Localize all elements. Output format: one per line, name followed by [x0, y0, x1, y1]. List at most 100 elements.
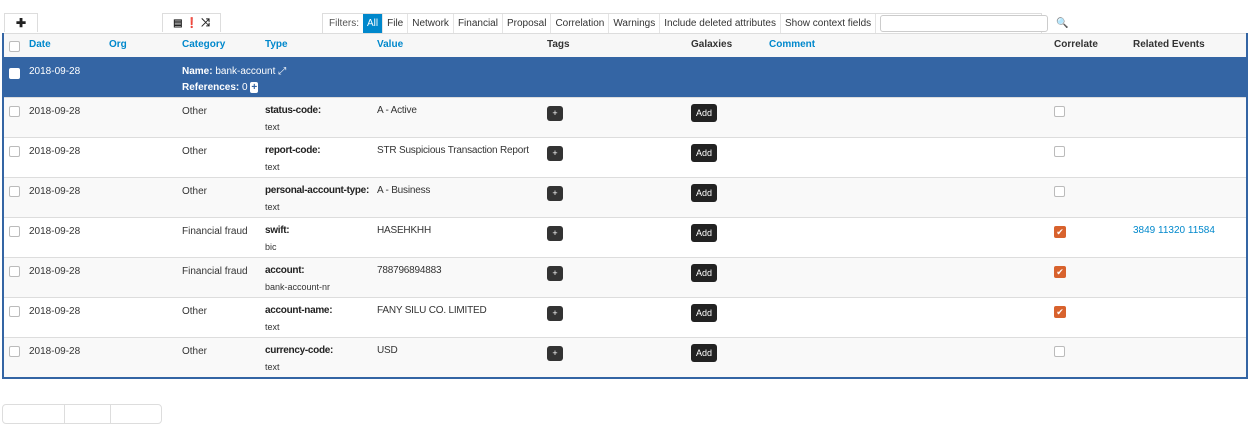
- add-tag-button[interactable]: +: [547, 306, 563, 321]
- col-comment[interactable]: Comment: [769, 39, 816, 50]
- add-galaxy-button[interactable]: Add: [691, 184, 717, 202]
- row-checkbox[interactable]: [9, 346, 20, 357]
- correlate-checkbox[interactable]: [1054, 106, 1065, 117]
- subtype: text: [265, 202, 280, 212]
- value: A - Active: [377, 105, 417, 116]
- type: swift:: [265, 225, 290, 236]
- add-tag-button[interactable]: +: [547, 186, 563, 201]
- list-icon[interactable]: ▤: [173, 17, 183, 29]
- col-correlate: Correlate: [1054, 39, 1098, 50]
- subtype: text: [265, 362, 280, 372]
- add-galaxy-button[interactable]: Add: [691, 304, 717, 322]
- col-date[interactable]: Date: [29, 39, 51, 50]
- category: Other: [182, 146, 208, 157]
- pagination-prev[interactable]: [3, 405, 65, 423]
- filter-proposal[interactable]: Proposal: [503, 14, 552, 33]
- filter-include-deleted-attributes[interactable]: Include deleted attributes: [660, 14, 781, 33]
- filter-all[interactable]: All: [363, 14, 384, 33]
- search-icon[interactable]: 🔍: [1056, 18, 1069, 29]
- date: 2018-09-28: [29, 346, 81, 357]
- filters-label: Filters:: [329, 18, 359, 29]
- filter-bar: Filters: All File Network Financial Proposal…: [322, 13, 1069, 33]
- filter-warnings[interactable]: Warnings: [609, 14, 661, 33]
- pagination: [2, 404, 162, 424]
- add-tag-button[interactable]: +: [547, 226, 563, 241]
- value: USD: [377, 345, 398, 356]
- row-checkbox[interactable]: [9, 266, 20, 277]
- subtype: bank-account-nr: [265, 282, 331, 292]
- correlate-checkbox-checked[interactable]: ✔: [1054, 266, 1066, 278]
- object-checkbox[interactable]: [9, 68, 20, 79]
- col-value[interactable]: Value: [377, 39, 404, 50]
- exclamation-circle-icon[interactable]: ❗: [185, 17, 199, 29]
- add-tag-button[interactable]: +: [547, 346, 563, 361]
- filter-financial[interactable]: Financial: [454, 14, 503, 33]
- date: 2018-09-28: [29, 146, 81, 157]
- correlate-checkbox[interactable]: [1054, 346, 1065, 357]
- value: 788796894883: [377, 265, 442, 276]
- category: Financial fraud: [182, 266, 248, 277]
- col-related-events: Related Events: [1133, 39, 1205, 50]
- add-galaxy-button[interactable]: Add: [691, 264, 717, 282]
- add-reference-icon[interactable]: +: [250, 82, 259, 93]
- related-events-link[interactable]: 3849 11320 11584: [1133, 225, 1215, 236]
- add-galaxy-button[interactable]: Add: [691, 104, 717, 122]
- filter-show-context-fields[interactable]: Show context fields: [781, 14, 877, 33]
- add-tag-button[interactable]: +: [547, 146, 563, 161]
- attributes-table: Date Org Category Type Value Tags Galaxi…: [2, 33, 1248, 379]
- add-attribute-button[interactable]: ✚: [4, 13, 38, 32]
- value: FANY SILU CO. LIMITED: [377, 305, 487, 316]
- type: report-code:: [265, 145, 321, 156]
- table-row: 2018-09-28 Other status-code: text A - A…: [4, 97, 1246, 137]
- add-tag-button[interactable]: +: [547, 266, 563, 281]
- table-row: 2018-09-28 Other currency-code: text USD…: [4, 337, 1246, 377]
- col-org[interactable]: Org: [109, 39, 127, 50]
- plus-icon: ✚: [15, 16, 27, 30]
- value: STR Suspicious Transaction Report: [377, 145, 529, 156]
- subtype: bic: [265, 242, 277, 252]
- object-name-label: Name:: [182, 66, 213, 77]
- object-name: bank-account: [215, 66, 276, 77]
- category: Financial fraud: [182, 226, 248, 237]
- row-checkbox[interactable]: [9, 106, 20, 117]
- add-galaxy-button[interactable]: Add: [691, 344, 717, 362]
- filter-file[interactable]: File: [383, 14, 409, 33]
- row-checkbox[interactable]: [9, 146, 20, 157]
- table-row: 2018-09-28 Financial fraud swift: bic HA…: [4, 217, 1246, 257]
- random-icon[interactable]: ⤨: [201, 16, 210, 29]
- row-checkbox[interactable]: [9, 186, 20, 197]
- correlate-checkbox[interactable]: [1054, 186, 1065, 197]
- filter-correlation[interactable]: Correlation: [551, 14, 610, 33]
- filter-network[interactable]: Network: [408, 14, 454, 33]
- add-tag-button[interactable]: +: [547, 106, 563, 121]
- add-galaxy-button[interactable]: Add: [691, 224, 717, 242]
- correlate-checkbox[interactable]: [1054, 146, 1065, 157]
- references-label: References:: [182, 82, 240, 93]
- date: 2018-09-28: [29, 186, 81, 197]
- correlate-checkbox-checked[interactable]: ✔: [1054, 226, 1066, 238]
- select-all-checkbox[interactable]: [9, 41, 20, 52]
- type: status-code:: [265, 105, 321, 116]
- row-checkbox[interactable]: [9, 226, 20, 237]
- correlate-checkbox-checked[interactable]: ✔: [1054, 306, 1066, 318]
- type: account:: [265, 265, 305, 276]
- expand-icon[interactable]: ⤢: [278, 66, 287, 77]
- pagination-next[interactable]: [111, 405, 161, 423]
- row-checkbox[interactable]: [9, 306, 20, 317]
- add-galaxy-button[interactable]: Add: [691, 144, 717, 162]
- col-tags: Tags: [547, 39, 570, 50]
- table-row: 2018-09-28 Other personal-account-type: …: [4, 177, 1246, 217]
- subtype: text: [265, 122, 280, 132]
- col-galaxies: Galaxies: [691, 39, 733, 50]
- pagination-page[interactable]: [65, 405, 111, 423]
- category: Other: [182, 186, 208, 197]
- category: Other: [182, 306, 208, 317]
- subtype: text: [265, 162, 280, 172]
- search-input[interactable]: [880, 15, 1049, 32]
- table-row: 2018-09-28 Financial fraud account: bank…: [4, 257, 1246, 297]
- date: 2018-09-28: [29, 226, 81, 237]
- date: 2018-09-28: [29, 106, 81, 117]
- date: 2018-09-28: [29, 266, 81, 277]
- col-type[interactable]: Type: [265, 39, 288, 50]
- col-category[interactable]: Category: [182, 39, 226, 50]
